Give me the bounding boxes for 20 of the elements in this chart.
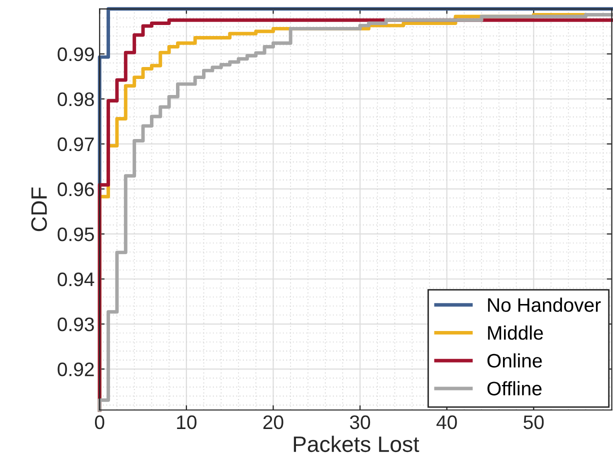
y-tick-label: 0.94 xyxy=(58,272,94,286)
y-tick-label: 0.96 xyxy=(58,182,94,196)
legend-label: Offline xyxy=(487,381,542,396)
y-tick-label: 0.93 xyxy=(58,317,94,332)
x-tick-label: 40 xyxy=(436,415,457,430)
legend-label: Middle xyxy=(488,325,543,340)
x-tick-label: 50 xyxy=(524,415,544,430)
y-tick-label: 0.98 xyxy=(58,92,94,106)
legend-label: No Handover xyxy=(488,298,601,312)
x-tick-label: 30 xyxy=(350,415,370,430)
x-tick-label: 20 xyxy=(263,415,284,430)
x-tick-label: 10 xyxy=(177,415,196,430)
y-axis-title: CDF xyxy=(31,188,47,232)
y-tick-label: 0.92 xyxy=(58,362,94,376)
x-tick-label: 0 xyxy=(94,415,104,430)
legend-label: Online xyxy=(487,353,542,368)
y-tick-label: 0.97 xyxy=(58,137,94,152)
x-axis-title: Packets Lost xyxy=(294,436,420,452)
y-tick-label: 0.95 xyxy=(58,227,94,242)
y-tick-label: 0.99 xyxy=(58,47,94,62)
